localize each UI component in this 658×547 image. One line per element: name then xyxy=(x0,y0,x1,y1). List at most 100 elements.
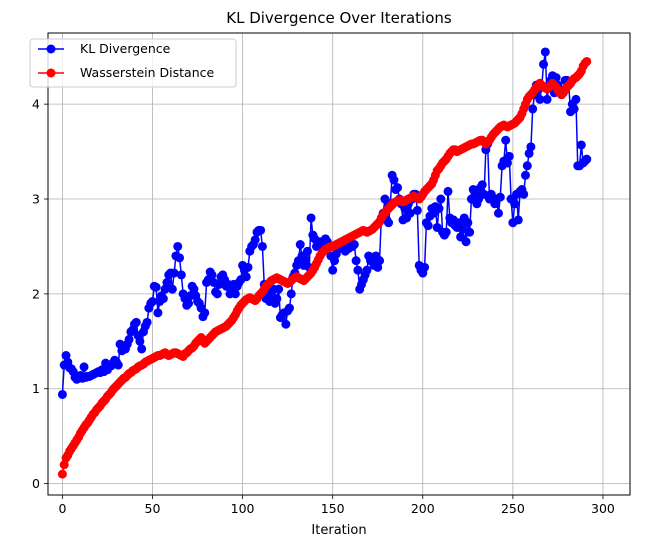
x-tick-label-0: 0 xyxy=(58,501,66,516)
data-point-kl-divergence xyxy=(142,317,152,327)
data-point-kl-divergence xyxy=(158,294,168,304)
data-point-kl-divergence xyxy=(113,360,123,370)
data-point-kl-divergence xyxy=(465,227,475,237)
data-point-kl-divergence xyxy=(576,140,586,150)
x-tick-label-100: 100 xyxy=(231,501,255,516)
data-point-kl-divergence xyxy=(207,270,217,280)
data-point-kl-divergence xyxy=(495,192,505,202)
data-point-kl-divergence xyxy=(375,256,385,266)
data-point-kl-divergence xyxy=(306,213,316,223)
data-point-kl-divergence xyxy=(393,183,403,193)
data-point-kl-divergence xyxy=(281,319,291,329)
data-point-kl-divergence xyxy=(513,215,523,225)
data-point-kl-divergence xyxy=(493,208,503,218)
data-point-kl-divergence xyxy=(162,278,172,287)
series-wasserstein-distance xyxy=(57,56,592,479)
axis-ticks: 0 50 100 150 200 250 300 0 1 2 3 4 xyxy=(32,97,615,516)
chart-title: KL Divergence Over Iterations xyxy=(226,9,452,27)
legend-label-wasserstein-distance: Wasserstein Distance xyxy=(80,65,215,80)
data-point-kl-divergence xyxy=(131,317,141,327)
data-point-kl-divergence xyxy=(135,336,145,346)
data-point-kl-divergence xyxy=(124,334,134,344)
data-point-kl-divergence xyxy=(272,294,282,304)
data-point-kl-divergence xyxy=(434,204,444,213)
data-point-kl-divergence xyxy=(420,262,430,272)
data-point-kl-divergence xyxy=(175,253,185,263)
data-point-kl-divergence xyxy=(522,161,532,171)
x-tick-label-250: 250 xyxy=(501,501,525,516)
data-point-wasserstein-distance xyxy=(582,56,592,66)
data-point-kl-divergence xyxy=(477,180,487,190)
y-tick-label-1: 1 xyxy=(32,381,40,396)
data-point-kl-divergence xyxy=(148,296,158,306)
data-point-kl-divergence xyxy=(510,199,520,209)
x-tick-label-50: 50 xyxy=(145,501,161,516)
data-point-kl-divergence xyxy=(243,262,253,272)
data-point-kl-divergence xyxy=(200,308,210,318)
data-point-kl-divergence xyxy=(457,224,467,234)
data-point-kl-divergence xyxy=(284,303,294,313)
plot-frame xyxy=(47,32,631,496)
data-point-kl-divergence xyxy=(351,256,361,266)
data-point-kl-divergence xyxy=(153,308,163,318)
y-tick-label-4: 4 xyxy=(32,97,40,112)
data-point-kl-divergence xyxy=(230,289,240,299)
data-point-kl-divergence xyxy=(302,246,312,256)
data-point-kl-divergence xyxy=(528,104,538,114)
data-point-kl-divergence xyxy=(441,227,451,237)
data-point-kl-divergence xyxy=(295,240,305,250)
data-point-kl-divergence xyxy=(362,265,372,275)
data-point-kl-divergence xyxy=(286,289,296,299)
data-point-kl-divergence xyxy=(151,282,161,292)
data-point-kl-divergence xyxy=(349,240,359,250)
data-point-kl-divergence xyxy=(384,218,394,228)
data-point-kl-divergence xyxy=(169,268,179,278)
data-point-wasserstein-distance xyxy=(57,469,67,479)
data-point-kl-divergence xyxy=(436,194,446,204)
data-point-kl-divergence xyxy=(241,272,251,282)
data-point-kl-divergence xyxy=(569,104,579,114)
data-point-kl-divergence xyxy=(167,284,177,294)
data-point-kl-divergence xyxy=(443,186,453,196)
data-point-kl-divergence xyxy=(571,94,581,104)
data-point-kl-divergence xyxy=(501,135,511,145)
x-axis-label: Iteration xyxy=(311,523,366,538)
y-tick-label-0: 0 xyxy=(32,476,40,491)
data-point-kl-divergence xyxy=(57,389,67,399)
x-tick-label-300: 300 xyxy=(591,501,615,516)
data-point-kl-divergence xyxy=(301,256,311,266)
legend-marker-kl-divergence xyxy=(46,44,56,54)
data-point-kl-divergence xyxy=(540,47,550,57)
legend-label-kl-divergence: KL Divergence xyxy=(80,41,171,56)
data-point-kl-divergence xyxy=(405,208,415,218)
data-point-kl-divergence xyxy=(463,218,473,228)
data-point-kl-divergence xyxy=(520,170,530,180)
data-point-kl-divergence xyxy=(212,289,222,299)
data-point-kl-divergence xyxy=(389,175,399,185)
data-point-kl-divergence xyxy=(250,235,260,245)
data-point-kl-divergence xyxy=(137,344,147,354)
y-tick-label-3: 3 xyxy=(32,192,40,207)
x-tick-label-150: 150 xyxy=(321,501,345,516)
data-point-kl-divergence xyxy=(173,241,183,251)
legend: KL Divergence Wasserstein Distance xyxy=(29,38,237,88)
data-point-kl-divergence xyxy=(328,265,338,275)
data-point-kl-divergence xyxy=(535,94,545,104)
data-point-kl-divergence xyxy=(526,142,536,152)
x-tick-label-200: 200 xyxy=(411,501,435,516)
data-point-kl-divergence xyxy=(176,270,186,280)
data-point-kl-divergence xyxy=(257,241,267,251)
data-point-kl-divergence xyxy=(519,189,529,199)
data-point-kl-divergence xyxy=(274,284,284,294)
data-point-kl-divergence xyxy=(542,94,552,104)
legend-frame xyxy=(29,38,237,88)
legend-marker-wasserstein-distance xyxy=(46,68,56,78)
data-point-kl-divergence xyxy=(184,298,194,308)
series-layer xyxy=(57,47,592,479)
data-point-kl-divergence xyxy=(461,237,471,247)
data-point-kl-divergence xyxy=(412,205,422,215)
data-point-kl-divergence xyxy=(256,225,266,235)
data-point-kl-divergence xyxy=(423,221,433,231)
y-tick-label-2: 2 xyxy=(32,286,40,301)
